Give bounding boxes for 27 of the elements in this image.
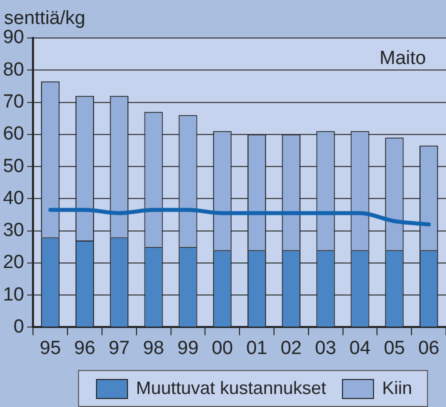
y-tick-label: 80 [2,59,24,80]
y-tick-label: 70 [2,92,24,112]
x-tick-label: 01 [246,338,268,359]
x-tick-label: 06 [418,338,440,359]
line-series [48,208,431,226]
x-tick-label: 02 [280,338,302,359]
y-tick-label: 0 [14,316,24,338]
x-tick-label: 96 [74,338,96,359]
y-tick-label: 50 [2,156,24,177]
legend-label: Kiin [382,378,412,399]
text: Maito [380,48,426,70]
y-tick-label: 20 [2,252,24,274]
y-axis-title: senttiä/kg [4,8,86,29]
x-tick-label: 03 [315,338,336,359]
legend-label: Muuttuvat kustannukset [136,378,326,399]
y-tick-label: 40 [2,188,24,209]
x-tick-label: 98 [142,338,164,359]
y-tick-label: 30 [2,220,24,242]
x-tick-label: 05 [384,338,405,359]
x-tick-label: 97 [108,338,130,359]
x-tick-label: 95 [40,338,61,359]
y-tick-label: 60 [2,124,24,145]
x-tick-label: 00 [212,338,233,359]
y-tick-label: 90 [2,27,24,48]
x-tick-label: 04 [349,338,371,359]
x-tick-label: 99 [177,338,199,359]
y-tick-label: 10 [2,284,24,306]
